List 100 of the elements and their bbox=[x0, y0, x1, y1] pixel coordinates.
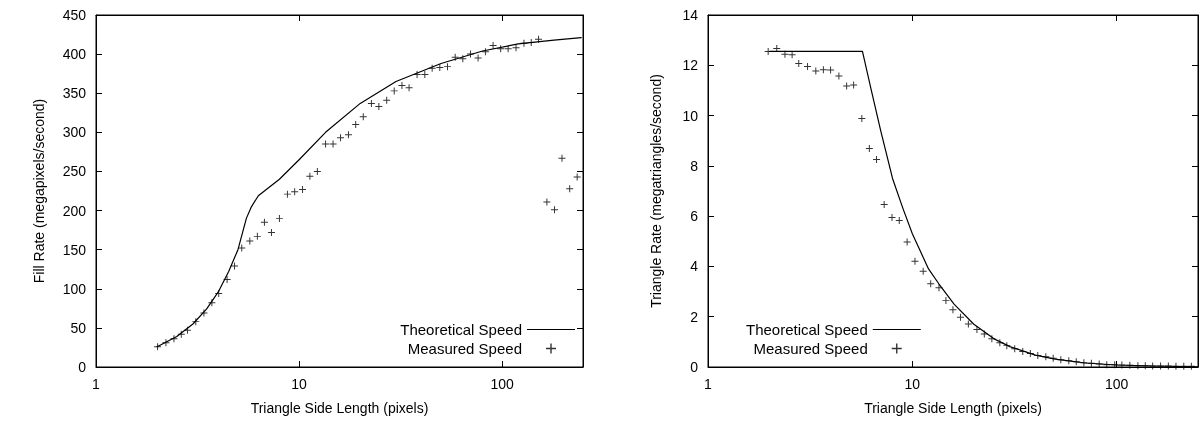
point bbox=[827, 66, 835, 74]
point bbox=[215, 289, 223, 297]
point bbox=[543, 198, 551, 206]
point bbox=[322, 140, 330, 148]
point bbox=[177, 330, 185, 338]
point bbox=[1087, 359, 1095, 367]
point bbox=[819, 66, 827, 74]
point bbox=[795, 60, 803, 68]
point bbox=[1118, 361, 1126, 369]
y-tick-label: 0 bbox=[78, 359, 87, 375]
y-axis-title: Triangle Rate (megatriangles/second) bbox=[648, 74, 664, 308]
y-tick-label: 6 bbox=[690, 208, 699, 225]
point bbox=[267, 228, 275, 236]
point bbox=[154, 343, 162, 351]
point bbox=[200, 309, 208, 317]
point bbox=[566, 185, 574, 193]
point bbox=[306, 172, 314, 180]
point bbox=[942, 297, 950, 305]
point bbox=[459, 55, 467, 63]
point bbox=[1141, 362, 1149, 370]
legend-label: Theoretical Speed bbox=[400, 321, 522, 338]
point bbox=[1180, 362, 1188, 370]
point bbox=[466, 50, 474, 58]
y-tick-label: 250 bbox=[62, 163, 87, 180]
point bbox=[390, 87, 398, 95]
point bbox=[935, 284, 943, 292]
point bbox=[383, 96, 391, 104]
point bbox=[337, 134, 345, 142]
y-tick-label: 50 bbox=[70, 319, 87, 336]
x-axis-title: Triangle Side Length (pixels) bbox=[864, 400, 1042, 416]
point bbox=[1187, 362, 1195, 370]
point bbox=[451, 53, 459, 61]
y-tick-label: 200 bbox=[62, 202, 87, 219]
point bbox=[512, 44, 520, 52]
point bbox=[1065, 357, 1073, 365]
point bbox=[551, 206, 559, 214]
point bbox=[313, 167, 321, 175]
point bbox=[927, 280, 935, 288]
point bbox=[436, 63, 444, 71]
point bbox=[919, 267, 927, 275]
point bbox=[527, 38, 535, 46]
point bbox=[865, 145, 873, 153]
point bbox=[1095, 360, 1103, 368]
point bbox=[497, 45, 505, 53]
point bbox=[1080, 359, 1088, 367]
point bbox=[858, 115, 866, 123]
point bbox=[260, 218, 268, 226]
y-tick-label: 400 bbox=[62, 46, 87, 63]
x-tick-label: 100 bbox=[1105, 376, 1129, 392]
y-tick-label: 10 bbox=[682, 107, 699, 124]
point bbox=[773, 44, 781, 52]
point bbox=[428, 64, 436, 72]
point bbox=[444, 63, 452, 71]
point bbox=[192, 318, 200, 326]
y-tick-label: 14 bbox=[682, 7, 699, 23]
y-tick-label: 100 bbox=[62, 280, 87, 297]
point bbox=[359, 113, 367, 121]
legend-label: Measured Speed bbox=[753, 340, 868, 357]
x-tick-label: 10 bbox=[291, 376, 308, 392]
x-tick-label: 100 bbox=[490, 376, 515, 392]
point bbox=[812, 67, 820, 75]
point bbox=[405, 84, 413, 92]
point bbox=[1103, 361, 1111, 369]
point bbox=[850, 81, 858, 89]
point bbox=[253, 232, 261, 240]
point bbox=[299, 185, 307, 193]
y-tick-label: 150 bbox=[62, 241, 87, 258]
point bbox=[1134, 362, 1142, 370]
point bbox=[344, 131, 352, 139]
point bbox=[1111, 361, 1119, 369]
point bbox=[1026, 349, 1034, 357]
point bbox=[949, 306, 957, 314]
y-tick-label: 450 bbox=[62, 7, 87, 23]
point bbox=[504, 45, 512, 53]
point bbox=[956, 313, 964, 321]
x-tick-label: 1 bbox=[704, 376, 713, 392]
point bbox=[489, 42, 497, 50]
point bbox=[911, 257, 919, 265]
point bbox=[835, 72, 843, 80]
legend-label: Theoretical Speed bbox=[745, 321, 868, 338]
x-axis-title: Triangle Side Length (pixels) bbox=[250, 400, 429, 416]
point bbox=[558, 154, 566, 162]
point bbox=[162, 339, 170, 347]
point bbox=[398, 81, 406, 89]
point bbox=[283, 190, 291, 198]
point bbox=[1049, 354, 1057, 362]
point bbox=[413, 70, 421, 78]
point bbox=[170, 335, 178, 343]
point bbox=[1011, 345, 1019, 353]
point bbox=[973, 326, 981, 334]
point bbox=[481, 48, 489, 56]
point bbox=[238, 244, 246, 252]
y-axis-title: Fill Rate (megapixels/second) bbox=[31, 98, 47, 284]
point bbox=[520, 39, 528, 47]
point bbox=[1034, 351, 1042, 359]
point bbox=[880, 201, 888, 209]
point bbox=[183, 326, 191, 334]
point bbox=[375, 103, 383, 111]
point bbox=[843, 82, 851, 90]
point bbox=[788, 51, 796, 59]
